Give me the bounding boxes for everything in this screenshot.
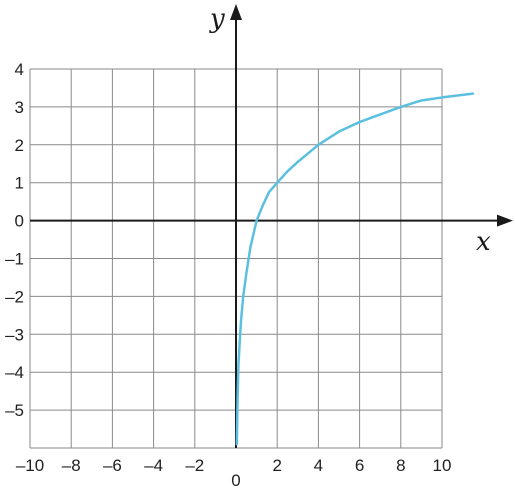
- x-tick-label: –10: [16, 456, 44, 475]
- y-tick-label: –4: [5, 363, 24, 382]
- y-tick-label: –5: [5, 401, 24, 420]
- x-tick-label: –6: [103, 456, 122, 475]
- y-axis-arrow: [230, 4, 242, 20]
- y-tick-label: –1: [5, 250, 24, 269]
- y-tick-label: 0: [15, 212, 24, 231]
- x-axis-label: x: [476, 227, 491, 257]
- x-tick-label: 2: [272, 456, 281, 475]
- x-tick-label: 4: [314, 456, 323, 475]
- x-tick-label: –8: [62, 456, 81, 475]
- x-tick-label: 8: [396, 456, 405, 475]
- y-tick-label: 4: [15, 60, 24, 79]
- y-tick-label: 1: [15, 174, 24, 193]
- y-tick-label: 2: [15, 136, 24, 155]
- y-axis-label: y: [209, 4, 225, 34]
- y-tick-label: 3: [15, 98, 24, 117]
- y-tick-label: –3: [5, 325, 24, 344]
- x-tick-label: 10: [433, 456, 452, 475]
- y-tick-label: –2: [5, 287, 24, 306]
- series-group: [235, 92, 475, 446]
- x-tick-label: –4: [144, 456, 163, 475]
- axes: [30, 4, 513, 448]
- x-tick-label: 0: [231, 471, 240, 490]
- series-line: [235, 92, 475, 446]
- x-tick-label: –2: [185, 456, 204, 475]
- x-tick-label: 6: [355, 456, 364, 475]
- x-axis-arrow: [497, 214, 513, 227]
